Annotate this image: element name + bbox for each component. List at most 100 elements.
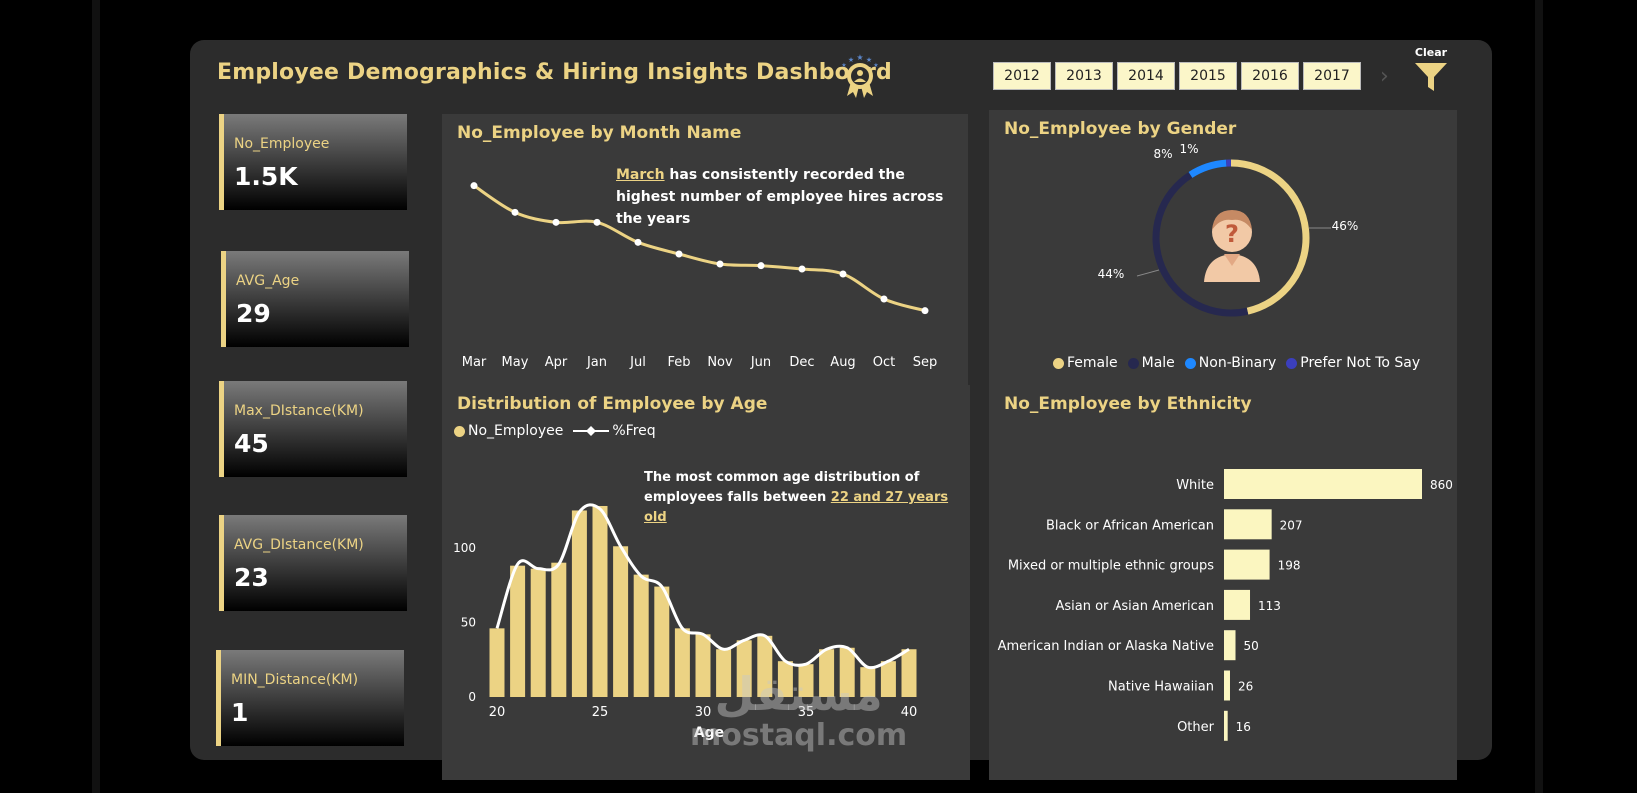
ethnicity-category-label: Black or African American bbox=[1046, 518, 1214, 533]
gender-data-label: 8% bbox=[1153, 147, 1172, 161]
ethnicity-bar bbox=[1224, 509, 1272, 540]
age-x-axis-label: Age bbox=[694, 725, 724, 741]
legend-male[interactable]: Male bbox=[1127, 355, 1175, 371]
ethnicity-data-label: 16 bbox=[1236, 720, 1251, 734]
legend-prefer-not-to-say[interactable]: Prefer Not To Say bbox=[1286, 355, 1420, 371]
age-bar-line-chart: 0 50 100 20 25 30 35 40 Age bbox=[453, 503, 917, 741]
legend-female[interactable]: Female bbox=[1053, 355, 1118, 371]
age-bar bbox=[530, 568, 546, 697]
month-point bbox=[757, 262, 765, 270]
svg-text:★: ★ bbox=[856, 53, 863, 62]
month-point bbox=[511, 208, 519, 216]
age-bar bbox=[674, 628, 690, 697]
ethnicity-bar bbox=[1224, 589, 1251, 620]
year-2013-button[interactable]: 2013 bbox=[1055, 62, 1113, 90]
kpi-no-employee: No_Employee 1.5K bbox=[219, 114, 407, 210]
age-bar bbox=[819, 649, 835, 697]
age-note-text: The most common age distribution of empl… bbox=[644, 470, 920, 505]
month-note-text: has consistently recorded the highest nu… bbox=[616, 167, 944, 227]
award-badge-icon: ★ ★ ★ ★ ★ bbox=[841, 53, 879, 98]
month-point bbox=[880, 295, 888, 303]
legend-freq[interactable]: %Freq bbox=[573, 423, 656, 439]
year-2017-button[interactable]: 2017 bbox=[1303, 62, 1361, 90]
month-tick-label: Jul bbox=[629, 355, 646, 370]
age-bar bbox=[880, 661, 896, 697]
month-tick-label: Nov bbox=[707, 355, 733, 370]
ethnicity-category-label: Asian or Asian American bbox=[1055, 599, 1214, 614]
gender-legend: Female Male Non-Binary Prefer Not To Say bbox=[1053, 355, 1420, 371]
svg-text:★: ★ bbox=[848, 56, 854, 64]
gender-data-label: 44% bbox=[1098, 267, 1125, 281]
watermark: مستقل mostaql.com bbox=[690, 670, 907, 753]
month-tick-label: Aug bbox=[830, 355, 855, 370]
gender-data-label: 46% bbox=[1332, 219, 1359, 233]
age-bar bbox=[695, 634, 711, 697]
age-bar bbox=[551, 562, 567, 697]
gender-data-label: 1% bbox=[1179, 142, 1198, 156]
month-tick-label: Dec bbox=[789, 355, 814, 370]
frame-left-edge bbox=[92, 0, 100, 793]
legend-dot bbox=[1127, 357, 1139, 369]
age-bar bbox=[633, 574, 649, 697]
gender-leader-line bbox=[1136, 269, 1160, 277]
month-chart-panel: No_Employee by Month Name March has cons… bbox=[442, 114, 968, 420]
age-y-tick: 100 bbox=[453, 541, 476, 555]
clear-filter-button[interactable]: Clear bbox=[1409, 46, 1453, 97]
year-2012-button[interactable]: 2012 bbox=[993, 62, 1051, 90]
legend-label: Prefer Not To Say bbox=[1300, 355, 1421, 371]
watermark-arabic: مستقل bbox=[714, 667, 883, 721]
age-bar bbox=[654, 586, 670, 697]
month-chart-title: No_Employee by Month Name bbox=[457, 123, 742, 143]
age-x-tick: 20 bbox=[489, 705, 506, 720]
month-point bbox=[921, 307, 929, 315]
age-bar bbox=[592, 505, 608, 697]
legend-dot bbox=[454, 425, 465, 437]
age-bar bbox=[510, 565, 526, 697]
age-bar bbox=[571, 510, 587, 697]
age-bar bbox=[613, 546, 629, 697]
chevron-right-icon[interactable]: › bbox=[1380, 64, 1389, 89]
month-tick-label: Sep bbox=[913, 355, 938, 370]
month-tick-label: Oct bbox=[873, 355, 895, 370]
svg-text:★: ★ bbox=[873, 62, 878, 69]
legend-dot bbox=[1184, 357, 1196, 369]
kpi-label: MIN_Distance(KM) bbox=[231, 672, 359, 688]
dashboard-title: Employee Demographics & Hiring Insights … bbox=[217, 60, 892, 85]
age-bar bbox=[839, 647, 855, 697]
line-marker-icon bbox=[573, 426, 610, 436]
gender-donut-chart: 46% 44% 8% 1% bbox=[1098, 142, 1359, 317]
ethnicity-category-label: Native Hawaiian bbox=[1108, 680, 1214, 695]
ethnicity-data-label: 207 bbox=[1280, 518, 1303, 532]
month-tick-label: Apr bbox=[545, 355, 568, 370]
legend-non-binary[interactable]: Non-Binary bbox=[1184, 355, 1276, 371]
month-chart-note: March has consistently recorded the high… bbox=[616, 164, 961, 230]
ethnicity-data-label: 113 bbox=[1258, 599, 1281, 613]
month-line-chart: Mar May Apr Jan Jul Feb Nov Jun Dec Aug Oct Sep bbox=[462, 182, 938, 370]
month-note-highlight: March bbox=[616, 167, 665, 183]
month-point bbox=[675, 250, 683, 258]
legend-dot bbox=[1286, 357, 1298, 369]
month-point bbox=[716, 260, 724, 268]
svg-text:★: ★ bbox=[841, 62, 846, 69]
age-bar bbox=[736, 640, 752, 697]
age-y-tick: 50 bbox=[461, 615, 476, 629]
kpi-value: 23 bbox=[234, 563, 269, 592]
frame-right-edge bbox=[1535, 0, 1543, 793]
ethnicity-data-label: 860 bbox=[1430, 478, 1453, 492]
age-bar bbox=[757, 635, 773, 697]
legend-no-employee[interactable]: No_Employee bbox=[454, 423, 563, 439]
gender-slice bbox=[1188, 159, 1227, 178]
legend-dot bbox=[1053, 357, 1064, 369]
year-2014-button[interactable]: 2014 bbox=[1117, 62, 1175, 90]
age-bar bbox=[798, 664, 814, 697]
age-chart-note: The most common age distribution of empl… bbox=[644, 468, 964, 528]
person-question-icon: ? bbox=[1204, 210, 1260, 282]
legend-label: Male bbox=[1141, 355, 1175, 371]
month-point bbox=[839, 270, 847, 278]
kpi-value: 1.5K bbox=[234, 162, 298, 191]
kpi-label: Max_DIstance(KM) bbox=[234, 403, 364, 419]
year-2015-button[interactable]: 2015 bbox=[1179, 62, 1237, 90]
year-2016-button[interactable]: 2016 bbox=[1241, 62, 1299, 90]
month-point bbox=[470, 182, 478, 190]
kpi-value: 45 bbox=[234, 429, 269, 458]
